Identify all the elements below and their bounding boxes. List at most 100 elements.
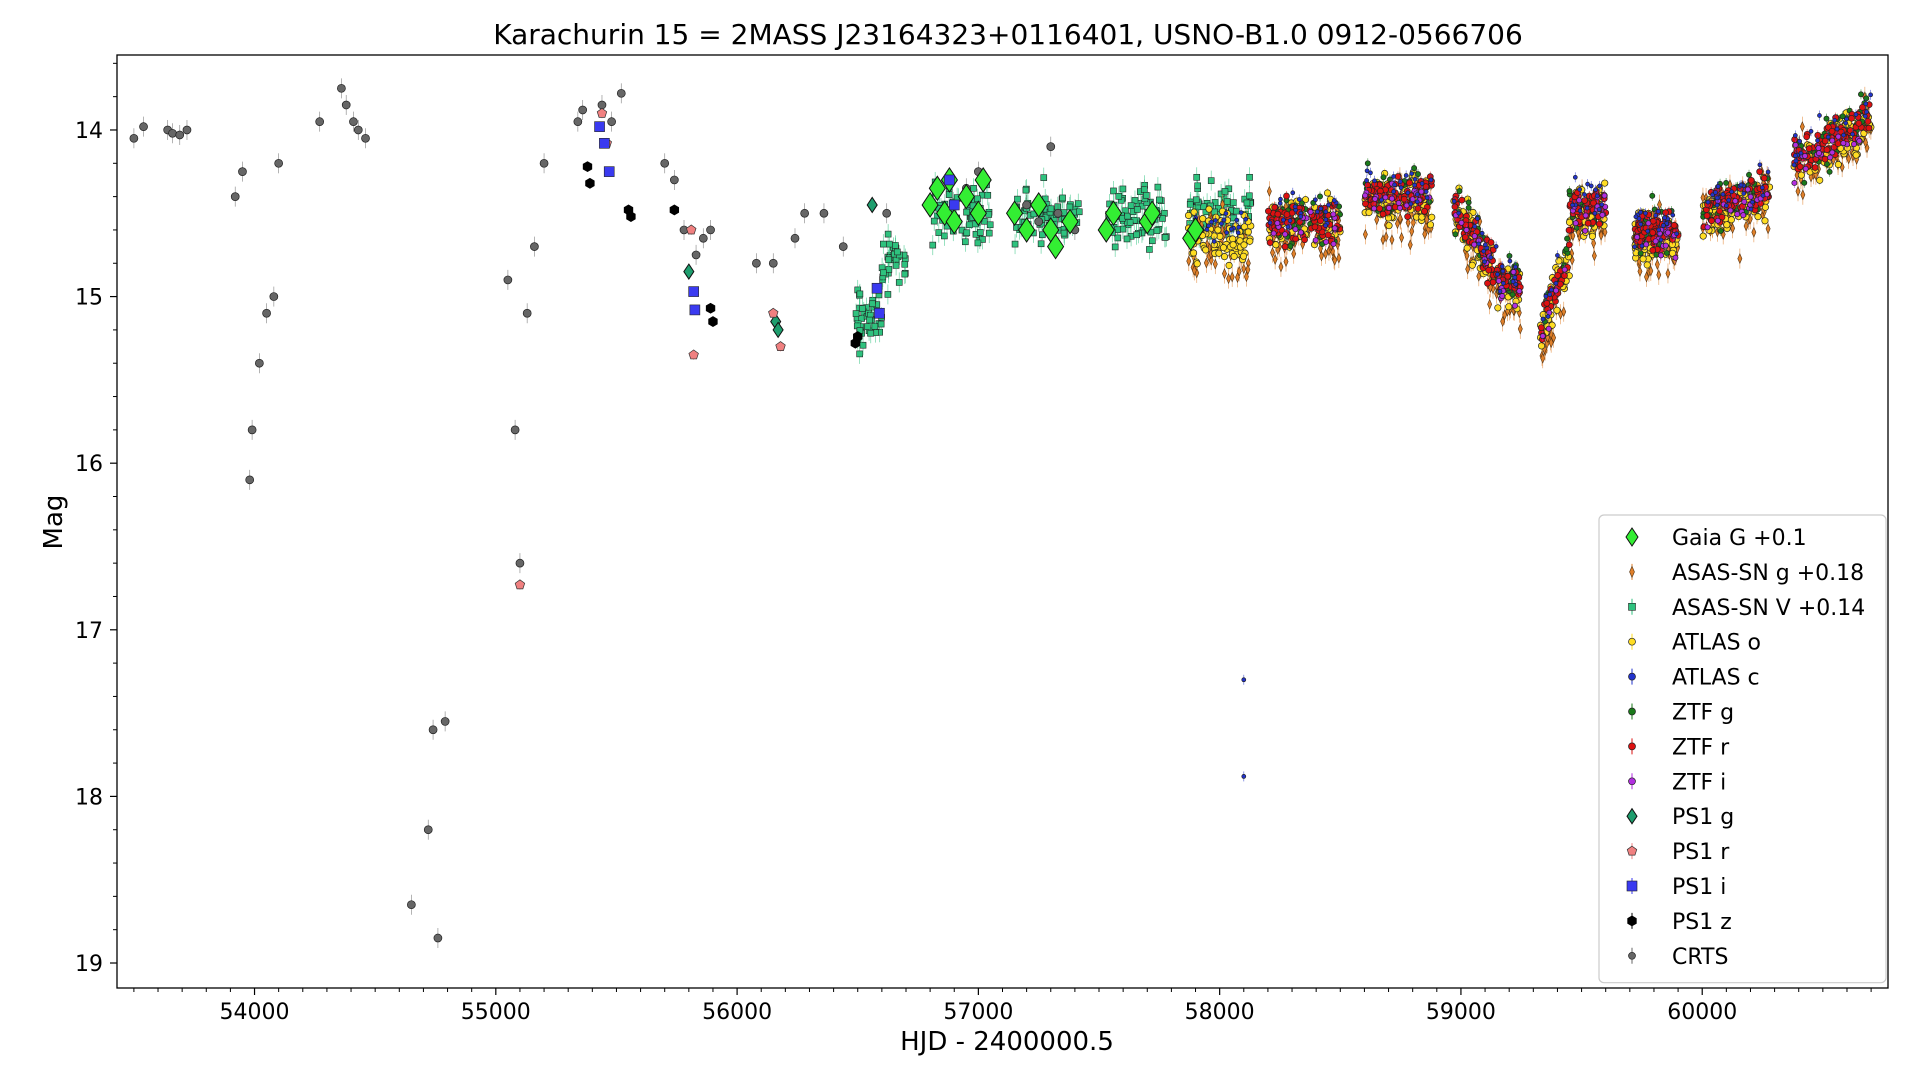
data-point xyxy=(885,291,891,297)
data-point xyxy=(1399,233,1403,243)
data-point xyxy=(1324,190,1330,196)
data-point xyxy=(1540,333,1545,338)
data-point xyxy=(1851,142,1856,147)
data-point xyxy=(1557,281,1563,287)
data-point xyxy=(894,249,900,255)
data-point xyxy=(1371,206,1376,211)
data-point xyxy=(1230,272,1234,282)
data-point xyxy=(886,241,892,247)
data-point xyxy=(1817,177,1823,183)
data-point xyxy=(1282,244,1288,250)
data-point xyxy=(1241,242,1247,248)
data-point xyxy=(946,192,952,198)
data-point xyxy=(1229,236,1235,242)
data-point xyxy=(1270,248,1274,258)
data-point xyxy=(1827,169,1832,174)
data-point xyxy=(1331,212,1336,217)
data-point xyxy=(1824,147,1830,153)
data-point xyxy=(985,192,991,198)
data-point xyxy=(1505,273,1511,279)
data-point xyxy=(1746,172,1751,177)
data-point xyxy=(1060,195,1066,201)
data-point xyxy=(1858,92,1863,97)
data-point xyxy=(1233,208,1239,214)
data-point xyxy=(1242,774,1246,778)
data-point xyxy=(885,231,891,237)
data-point xyxy=(1827,155,1832,160)
data-point xyxy=(868,330,874,336)
data-point xyxy=(1365,161,1370,166)
data-point xyxy=(1222,188,1228,194)
data-point xyxy=(1849,115,1855,121)
data-point xyxy=(1267,240,1273,246)
data-point xyxy=(1602,180,1608,186)
data-point xyxy=(1745,187,1750,192)
data-point xyxy=(1244,217,1248,221)
data-point xyxy=(1459,197,1465,203)
data-point xyxy=(1240,253,1246,259)
chart-title: Karachurin 15 = 2MASS J23164323+0116401,… xyxy=(493,18,1523,51)
data-point xyxy=(1185,212,1191,218)
data-point xyxy=(1389,196,1394,201)
data-point xyxy=(1554,307,1560,313)
data-point xyxy=(1804,134,1810,140)
data-point xyxy=(1366,209,1372,215)
data-point xyxy=(1724,180,1729,185)
data-point xyxy=(1709,218,1715,224)
data-point xyxy=(902,271,908,277)
data-point xyxy=(1488,239,1494,245)
data-point xyxy=(1602,193,1607,198)
data-point xyxy=(1830,138,1835,143)
data-point xyxy=(1275,221,1280,226)
data-point xyxy=(1298,230,1303,235)
data-point xyxy=(1742,199,1747,204)
data-point xyxy=(977,229,983,235)
data-point xyxy=(987,222,993,228)
data-point xyxy=(1452,204,1458,210)
data-point xyxy=(1149,238,1155,244)
data-point xyxy=(1372,196,1377,201)
data-point xyxy=(1226,274,1230,284)
data-point xyxy=(1282,232,1287,237)
data-point xyxy=(1115,235,1121,241)
data-point xyxy=(1762,218,1768,224)
data-point xyxy=(1841,141,1846,146)
data-point xyxy=(1664,250,1669,255)
data-point xyxy=(872,323,878,329)
data-point xyxy=(1566,242,1572,248)
data-point xyxy=(1271,231,1276,236)
data-point xyxy=(1488,299,1492,309)
data-point xyxy=(1577,198,1582,203)
data-point xyxy=(1592,251,1596,261)
data-point xyxy=(1715,218,1720,223)
data-point xyxy=(1453,232,1458,237)
data-point xyxy=(1302,237,1308,243)
data-point xyxy=(1671,222,1677,228)
data-point xyxy=(931,218,937,224)
data-point xyxy=(1792,180,1797,185)
data-point xyxy=(1761,175,1767,181)
data-point xyxy=(1284,257,1288,267)
data-point xyxy=(1797,164,1803,170)
data-point xyxy=(1472,234,1477,239)
data-point xyxy=(1386,205,1391,210)
data-point xyxy=(1023,187,1029,193)
data-point xyxy=(1801,190,1805,200)
data-point xyxy=(1120,226,1126,232)
data-point xyxy=(1273,255,1277,265)
data-point xyxy=(1204,258,1208,268)
data-point xyxy=(860,306,866,312)
data-point xyxy=(1284,211,1290,217)
data-point xyxy=(1146,246,1152,252)
data-point xyxy=(1553,288,1558,293)
data-point xyxy=(1265,208,1271,214)
data-point xyxy=(1230,200,1236,206)
data-point xyxy=(1061,230,1067,236)
data-point xyxy=(1038,241,1044,247)
data-point xyxy=(964,230,970,236)
data-point xyxy=(1155,184,1161,190)
data-point xyxy=(1225,231,1229,235)
data-point xyxy=(1798,172,1804,178)
data-point xyxy=(1658,253,1663,258)
data-point xyxy=(860,342,866,348)
